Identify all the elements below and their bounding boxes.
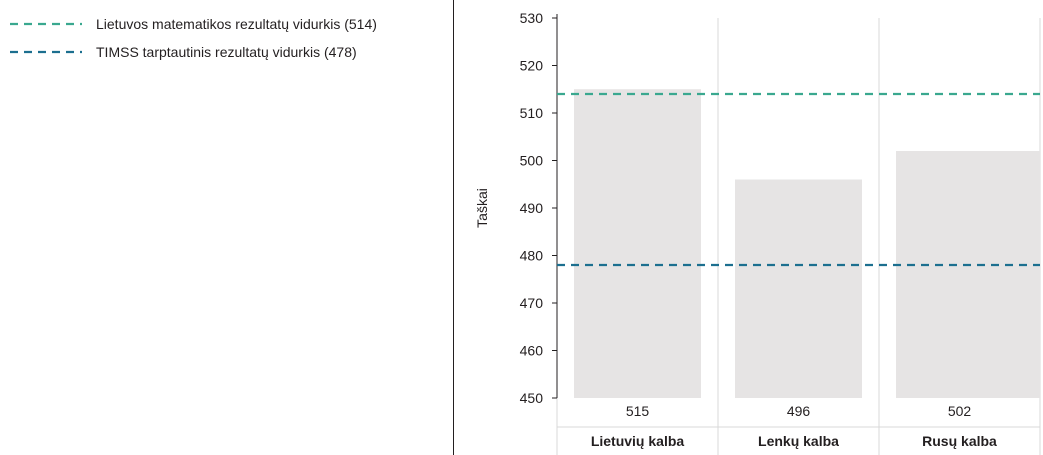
bar-2 bbox=[735, 179, 862, 398]
y-tick-label: 480 bbox=[520, 248, 544, 264]
y-tick-label: 490 bbox=[520, 200, 544, 216]
bar-3 bbox=[896, 151, 1040, 398]
y-tick-label: 510 bbox=[520, 105, 544, 121]
category-label: Rusų kalba bbox=[922, 433, 997, 449]
legend-item-lithuania-average: Lietuvos matematikos rezultatų vidurkis … bbox=[10, 10, 377, 38]
chart-legend: Lietuvos matematikos rezultatų vidurkis … bbox=[10, 10, 377, 66]
y-tick-label: 460 bbox=[520, 343, 544, 359]
y-tick-label: 450 bbox=[520, 390, 544, 406]
legend-item-timss-average: TIMSS tarptautinis rezultatų vidurkis (4… bbox=[10, 38, 377, 66]
category-label: Lietuvių kalba bbox=[591, 433, 685, 449]
legend-label-timss-average: TIMSS tarptautinis rezultatų vidurkis (4… bbox=[96, 44, 357, 60]
y-tick-label: 470 bbox=[520, 295, 544, 311]
category-label: Lenkų kalba bbox=[758, 433, 839, 449]
legend-swatch-timss-average bbox=[10, 50, 82, 54]
legend-swatch-lithuania-average bbox=[10, 22, 82, 26]
bar-value-label: 496 bbox=[787, 403, 811, 419]
bar-value-label: 515 bbox=[626, 403, 650, 419]
y-tick-label: 520 bbox=[520, 58, 544, 74]
bar-value-label: 502 bbox=[948, 403, 972, 419]
bar-1 bbox=[574, 89, 701, 398]
y-axis-title: Taškai bbox=[474, 188, 490, 228]
legend-label-lithuania-average: Lietuvos matematikos rezultatų vidurkis … bbox=[96, 16, 377, 32]
y-tick-label: 500 bbox=[520, 153, 544, 169]
y-tick-label: 530 bbox=[520, 10, 544, 26]
panel-divider bbox=[453, 0, 454, 455]
